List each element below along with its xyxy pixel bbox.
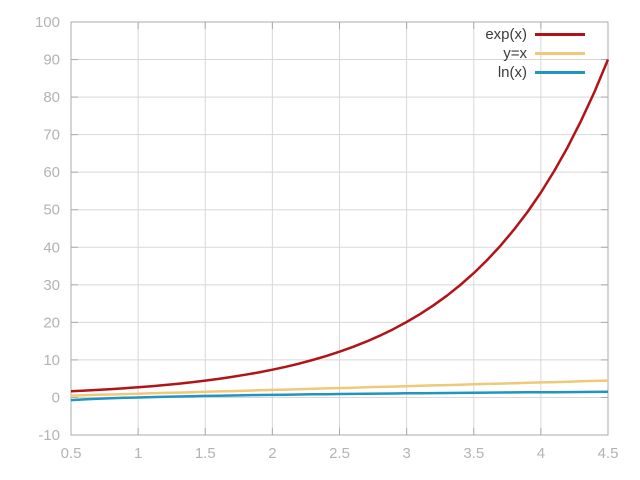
y-tick-label: 10: [43, 352, 60, 369]
legend-swatch-ln: [535, 71, 585, 74]
y-tick-label: 60: [43, 164, 60, 181]
legend-entry-ln: ln(x): [485, 63, 585, 82]
y-tick-label: 70: [43, 127, 60, 144]
y-tick-label: 100: [35, 14, 60, 31]
series-line-0: [70, 59, 610, 393]
y-tick-label: 0: [52, 389, 60, 406]
x-tick-label: 2: [268, 445, 276, 462]
y-tick-label: 30: [43, 277, 60, 294]
y-tick-label: 90: [43, 52, 60, 69]
series-line-1: [70, 379, 609, 397]
legend-label-ln: ln(x): [497, 64, 527, 81]
y-tick-label: 80: [43, 89, 60, 106]
x-tick-label: 2.5: [329, 445, 350, 462]
y-tick-label: 20: [43, 314, 60, 331]
x-tick-label: 3.5: [463, 445, 484, 462]
legend-label-exp: exp(x): [485, 26, 527, 43]
series-line-2: [70, 390, 609, 402]
legend-label-yx: y=x: [503, 45, 527, 62]
y-tick-label: -10: [38, 427, 60, 444]
y-tick-label: 50: [43, 202, 60, 219]
x-tick-label: 3: [402, 445, 410, 462]
x-tick-label: 1: [134, 445, 142, 462]
x-tick-label: 0.5: [61, 445, 82, 462]
legend-swatch-yx: [535, 52, 585, 55]
y-tick-label: 40: [43, 239, 60, 256]
legend-swatch-exp: [535, 33, 585, 36]
x-tick-label: 4.5: [598, 445, 619, 462]
x-tick-label: 4: [537, 445, 545, 462]
legend-entry-yx: y=x: [485, 44, 585, 63]
legend-entry-exp: exp(x): [485, 25, 585, 44]
legend: exp(x) y=x ln(x): [485, 25, 585, 82]
x-tick-label: 1.5: [195, 445, 216, 462]
